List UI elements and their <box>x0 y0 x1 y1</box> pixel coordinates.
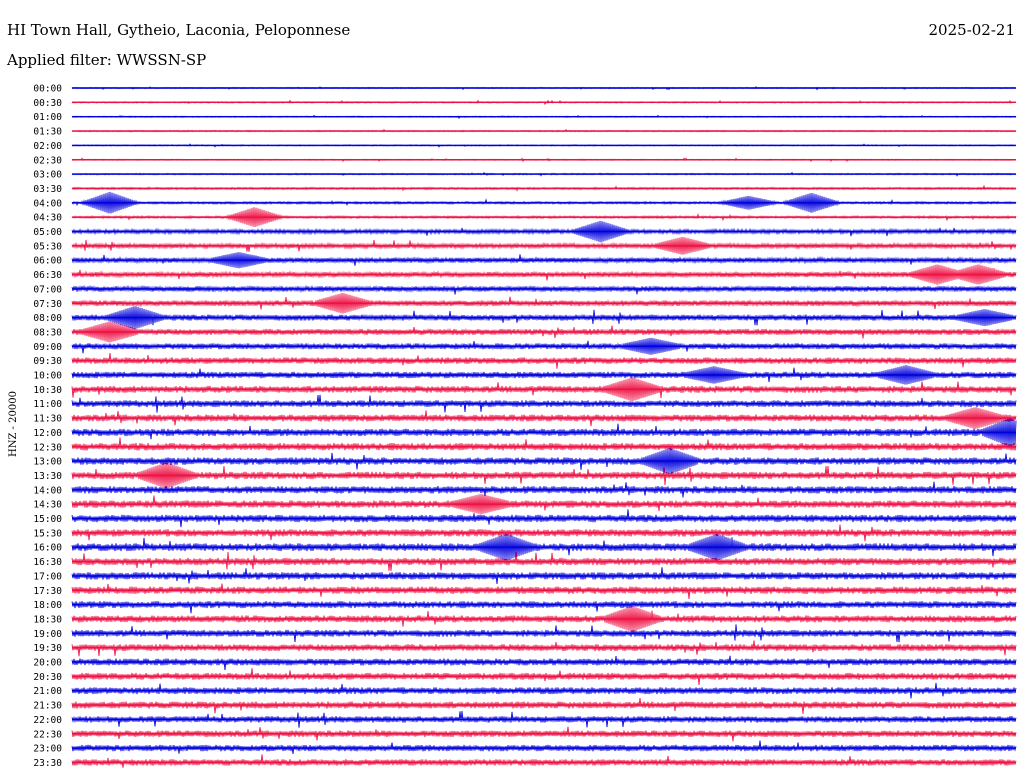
trace-line <box>71 740 1017 755</box>
time-tick-label: 01:00 <box>33 112 62 123</box>
time-tick-label: 06:00 <box>33 256 62 267</box>
time-tick-label: 23:00 <box>33 744 62 755</box>
date-label: 2025-02-21 <box>928 21 1015 39</box>
time-tick-label: 11:30 <box>33 414 62 425</box>
time-tick-label: 04:30 <box>33 213 62 224</box>
time-tick-label: 03:30 <box>33 184 62 195</box>
trace-line <box>71 352 1017 369</box>
time-tick-label: 19:30 <box>33 643 62 654</box>
y-axis-label: HNZ - 20000 <box>8 391 19 457</box>
time-tick-label: 18:00 <box>33 600 62 611</box>
time-tick-label: 08:00 <box>33 313 62 324</box>
time-tick-label: 15:00 <box>33 514 62 525</box>
station-title: HI Town Hall, Gytheio, Laconia, Peloponn… <box>7 21 351 39</box>
time-tick-label: 14:00 <box>33 485 62 496</box>
time-tick-label: 21:30 <box>33 701 62 712</box>
trace-line <box>71 655 1017 671</box>
time-tick-label: 16:00 <box>33 543 62 554</box>
time-tick-label: 01:30 <box>33 127 62 138</box>
time-tick-label: 19:00 <box>33 629 62 640</box>
time-tick-label: 15:30 <box>33 528 62 539</box>
time-tick-label: 03:00 <box>33 170 62 181</box>
trace-line <box>71 418 1017 447</box>
time-tick-labels: 00:00 00:30 01:00 01:30 02:00 02:30 03:00 03:30… <box>33 84 62 769</box>
time-tick-label: 08:30 <box>33 327 62 338</box>
time-tick-label: 14:30 <box>33 500 62 511</box>
trace-line <box>71 551 1017 572</box>
time-tick-label: 12:00 <box>33 428 62 439</box>
trace-line <box>71 437 1017 451</box>
trace-line <box>71 754 1017 768</box>
filter-label: Applied filter: WWSSN-SP <box>7 51 207 69</box>
time-tick-label: 05:00 <box>33 227 62 238</box>
time-tick-label: 07:30 <box>33 299 62 310</box>
trace-line <box>71 365 1017 385</box>
time-tick-label: 09:00 <box>33 342 62 353</box>
trace-line <box>71 481 1017 498</box>
time-tick-label: 11:00 <box>33 399 62 410</box>
time-tick-label: 09:30 <box>33 356 62 367</box>
time-tick-label: 04:00 <box>33 198 62 209</box>
trace-lines <box>71 86 1017 768</box>
time-tick-label: 00:30 <box>33 98 62 109</box>
time-tick-label: 17:00 <box>33 571 62 582</box>
trace-line <box>71 524 1017 542</box>
trace-line <box>71 697 1017 714</box>
time-tick-label: 22:30 <box>33 729 62 740</box>
time-tick-label: 23:30 <box>33 758 62 769</box>
trace-line <box>71 601 1017 614</box>
time-tick-label: 16:30 <box>33 557 62 568</box>
trace-line <box>71 509 1017 528</box>
trace-line <box>71 321 1017 343</box>
time-tick-label: 13:00 <box>33 457 62 468</box>
trace-line <box>71 284 1017 295</box>
trace-line <box>71 292 1017 314</box>
time-tick-label: 05:30 <box>33 241 62 252</box>
time-tick-label: 06:30 <box>33 270 62 281</box>
time-tick-label: 20:30 <box>33 672 62 683</box>
trace-line <box>71 494 1017 515</box>
time-tick-label: 22:00 <box>33 715 62 726</box>
time-tick-label: 18:30 <box>33 614 62 625</box>
time-tick-label: 10:30 <box>33 385 62 396</box>
trace-line <box>71 682 1017 699</box>
time-tick-label: 02:00 <box>33 141 62 152</box>
time-tick-label: 13:30 <box>33 471 62 482</box>
time-tick-label: 10:00 <box>33 371 62 382</box>
trace-line <box>71 583 1017 600</box>
time-tick-label: 20:00 <box>33 658 62 669</box>
time-tick-label: 02:30 <box>33 155 62 166</box>
time-tick-label: 17:30 <box>33 586 62 597</box>
trace-line <box>71 624 1017 643</box>
time-tick-label: 00:00 <box>33 84 62 95</box>
time-tick-label: 21:00 <box>33 686 62 697</box>
time-tick-label: 07:00 <box>33 284 62 295</box>
y-axis-label-text: HNZ - 20000 <box>8 391 19 457</box>
time-tick-label: 12:30 <box>33 442 62 453</box>
